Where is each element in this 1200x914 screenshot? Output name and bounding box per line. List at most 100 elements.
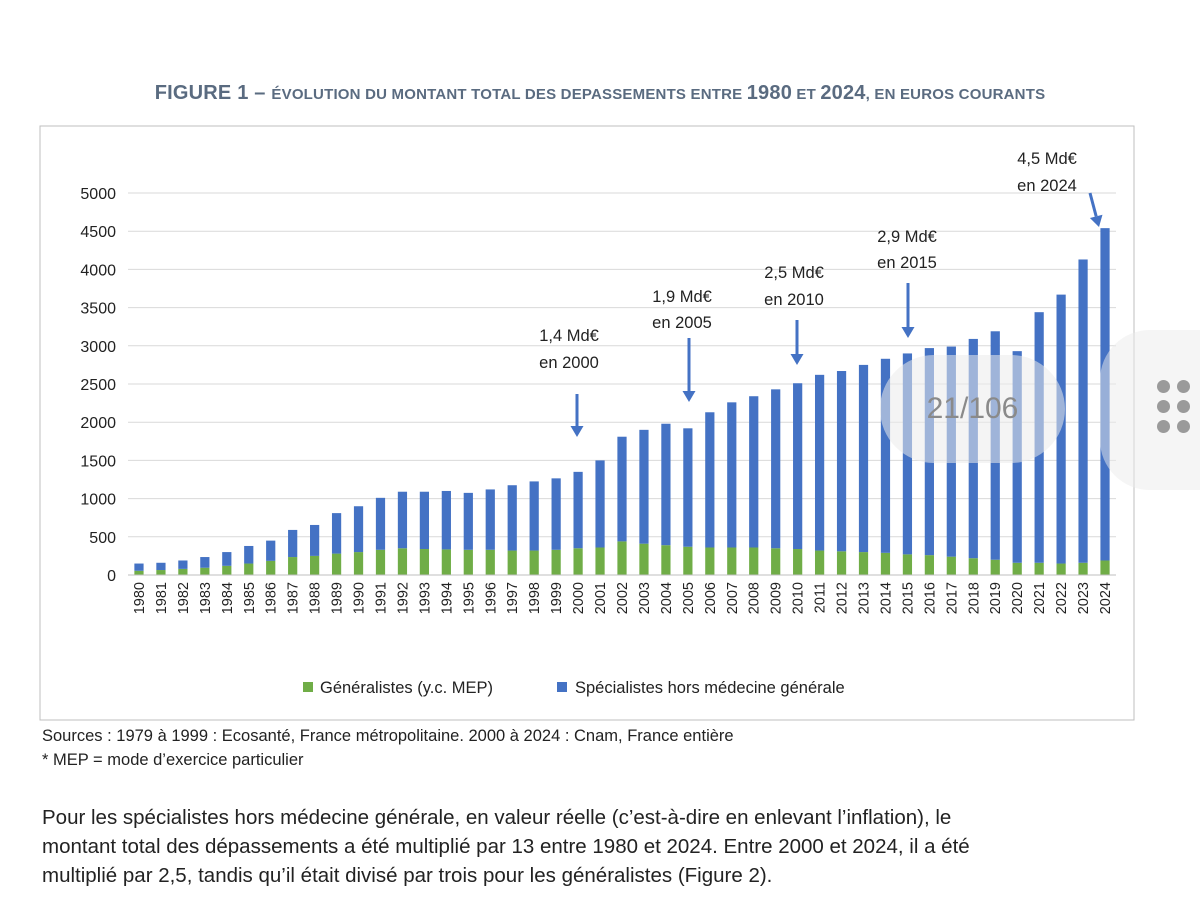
y-tick-label: 3000 xyxy=(80,339,116,356)
bar-specialistes-1983 xyxy=(200,557,210,568)
x-tick-label: 1988 xyxy=(308,582,324,614)
figure-title: Figure 1 – Évolution du montant total de… xyxy=(0,82,1200,105)
bar-generalistes-1980 xyxy=(134,570,144,575)
y-tick-label: 5000 xyxy=(80,186,116,203)
bar-generalistes-1987 xyxy=(288,557,298,575)
legend: Généralistes (y.c. MEP) Spécialistes hors… xyxy=(303,679,845,697)
page-counter: 21/106 xyxy=(880,355,1065,463)
bar-generalistes-2005 xyxy=(683,546,693,575)
x-tick-label: 2016 xyxy=(922,582,938,614)
bar-generalistes-2024 xyxy=(1100,560,1110,575)
x-tick-label: 1989 xyxy=(330,582,346,614)
bar-generalistes-1998 xyxy=(529,550,539,575)
bar-specialistes-2003 xyxy=(639,429,649,544)
bar-generalistes-1983 xyxy=(200,567,210,575)
bar-generalistes-2011 xyxy=(814,550,825,575)
x-tick-label: 1992 xyxy=(395,582,411,614)
bar-specialistes-1995 xyxy=(463,492,473,550)
x-tick-label: 1997 xyxy=(505,582,521,614)
bar-specialistes-2014 xyxy=(880,358,891,553)
bar-generalistes-1988 xyxy=(310,555,320,575)
bar-generalistes-1993 xyxy=(419,549,430,575)
x-tick-label: 1999 xyxy=(549,582,565,614)
bar-generalistes-1989 xyxy=(331,553,342,575)
bar-specialistes-1990 xyxy=(353,506,364,553)
x-tick-label: 1995 xyxy=(461,582,477,614)
bar-generalistes-1985 xyxy=(244,563,254,575)
bar-generalistes-2002 xyxy=(617,541,627,575)
title-year2: 2024 xyxy=(820,82,866,104)
x-tick-label: 2022 xyxy=(1054,582,1070,614)
bar-specialistes-1999 xyxy=(551,478,561,550)
bar-specialistes-1989 xyxy=(331,513,342,554)
x-tick-label: 2023 xyxy=(1076,582,1092,614)
bar-specialistes-2002 xyxy=(617,436,627,542)
annotation-value: 1,4 Md€ xyxy=(539,327,599,345)
x-tick-label: 2011 xyxy=(813,582,829,613)
bar-specialistes-2010 xyxy=(793,383,803,550)
bar-specialistes-2007 xyxy=(727,402,737,548)
paragraph-line-2: montant total des dépassements a été mul… xyxy=(42,835,970,858)
y-tick-label: 2000 xyxy=(80,415,116,432)
bar-specialistes-2013 xyxy=(858,364,869,553)
bar-specialistes-1984 xyxy=(222,552,232,566)
annotation-year: en 2024 xyxy=(1017,177,1077,195)
bar-specialistes-1998 xyxy=(529,481,539,551)
bar-generalistes-1982 xyxy=(178,568,188,575)
grid-dots-icon[interactable] xyxy=(1100,330,1200,490)
annotations: 1,4 Md€ en 2000 1,9 Md€ en 2005 2,5 Md€ en 20… xyxy=(539,150,1103,437)
bar-generalistes-1996 xyxy=(485,549,495,575)
x-tick-label: 2002 xyxy=(615,582,631,614)
bar-generalistes-2014 xyxy=(880,552,891,575)
x-tick-label: 1983 xyxy=(198,582,214,614)
y-tick-label: 1000 xyxy=(80,492,116,509)
bar-specialistes-2012 xyxy=(836,371,847,552)
bar-specialistes-1992 xyxy=(397,491,408,549)
sources-line: Sources : 1979 à 1999 : Ecosanté, France… xyxy=(42,727,734,745)
bar-generalistes-2021 xyxy=(1034,562,1044,575)
bar-specialistes-1997 xyxy=(507,485,517,551)
y-tick-label: 500 xyxy=(89,530,116,547)
legend-swatch xyxy=(557,682,567,692)
bar-generalistes-2013 xyxy=(858,552,869,575)
bar-specialistes-1988 xyxy=(310,524,320,556)
title-part3: et xyxy=(792,86,821,103)
x-tick-label: 1987 xyxy=(286,582,302,614)
bar-specialistes-2011 xyxy=(814,374,825,551)
bar-specialistes-1996 xyxy=(485,489,495,550)
bar-generalistes-2009 xyxy=(771,548,781,575)
annotation-arrow xyxy=(1088,192,1103,227)
x-tick-label: 2008 xyxy=(747,582,763,614)
bar-specialistes-2009 xyxy=(771,389,781,549)
annotation-arrow xyxy=(682,338,696,402)
bar-specialistes-1985 xyxy=(244,545,254,564)
x-tick-label: 1984 xyxy=(220,582,236,614)
x-tick-label: 1993 xyxy=(417,582,433,614)
x-tick-label: 2003 xyxy=(637,582,653,614)
bar-generalistes-1991 xyxy=(375,549,386,575)
annotation-year: en 2000 xyxy=(539,354,599,372)
title-part4: , en euros courants xyxy=(865,86,1046,103)
bar-generalistes-1994 xyxy=(441,549,451,575)
annotation-year: en 2010 xyxy=(764,291,824,309)
paragraph-line-1: Pour les spécialistes hors médecine géné… xyxy=(42,806,952,829)
sources-note: Sources : 1979 à 1999 : Ecosanté, France… xyxy=(42,724,734,772)
annotation-arrow xyxy=(570,394,584,437)
bar-specialistes-1981 xyxy=(156,562,166,571)
bar-specialistes-2001 xyxy=(595,460,605,548)
y-axis-ticks: 0 500 1000 1500 2000 2500 3000 3500 4000 4500 5000 xyxy=(80,186,116,585)
x-tick-label: 1996 xyxy=(483,582,499,614)
paragraph-line-3: multiplié par 2,5, tandis qu’il était di… xyxy=(42,864,773,887)
x-axis-ticks: 1980 1981 1982 1983 1984 1985 1986 1987 1988 1989… xyxy=(132,582,1114,614)
x-tick-label: 2017 xyxy=(944,582,960,614)
y-tick-label: 4000 xyxy=(80,262,116,279)
bar-specialistes-2005 xyxy=(683,428,693,547)
x-tick-label: 2005 xyxy=(681,582,697,614)
bar-generalistes-1995 xyxy=(463,549,473,575)
bar-specialistes-1994 xyxy=(441,490,451,550)
bar-generalistes-1986 xyxy=(266,560,276,575)
x-tick-label: 1994 xyxy=(439,582,455,614)
bar-specialistes-1986 xyxy=(266,540,276,561)
bar-generalistes-2000 xyxy=(573,548,583,575)
bar-generalistes-2019 xyxy=(990,559,1000,575)
